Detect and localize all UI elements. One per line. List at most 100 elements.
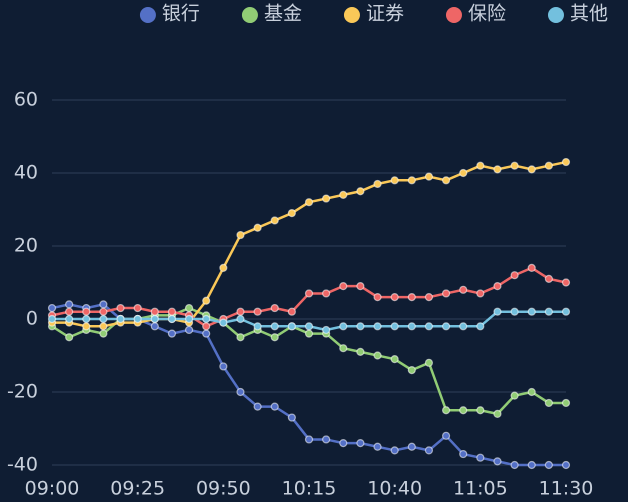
point	[304, 289, 314, 298]
point	[544, 161, 553, 170]
series-line	[52, 160, 567, 328]
point	[287, 307, 296, 316]
point	[202, 314, 211, 324]
point	[47, 314, 57, 324]
point	[99, 322, 108, 331]
point	[476, 161, 485, 170]
point	[339, 344, 348, 353]
point	[339, 190, 348, 199]
point	[322, 194, 331, 203]
point	[424, 358, 434, 367]
point	[390, 293, 399, 302]
point	[424, 172, 434, 181]
point	[459, 285, 468, 294]
point	[133, 303, 142, 313]
legend-label: 保险	[468, 3, 506, 25]
point	[184, 303, 194, 313]
point	[236, 230, 245, 240]
point	[459, 168, 468, 178]
point	[476, 406, 485, 415]
point	[219, 362, 228, 371]
point	[441, 176, 451, 185]
point	[65, 314, 74, 324]
point	[99, 307, 108, 316]
point	[99, 314, 108, 324]
point	[561, 460, 571, 470]
point	[527, 263, 536, 272]
point	[527, 165, 536, 174]
point	[304, 322, 314, 331]
point	[82, 314, 91, 324]
point	[219, 318, 228, 327]
point	[544, 307, 553, 316]
point	[527, 387, 536, 397]
legend-label: 基金	[264, 3, 302, 25]
point	[493, 409, 502, 418]
legend-icon	[445, 7, 462, 23]
point	[544, 274, 553, 283]
point	[441, 289, 451, 298]
point	[510, 460, 519, 470]
point	[510, 391, 519, 400]
point	[99, 300, 108, 309]
point	[373, 293, 382, 302]
point	[304, 198, 314, 207]
point	[561, 307, 571, 316]
legend-icon	[343, 7, 360, 23]
point	[459, 322, 468, 331]
x-tick-label: 11:05	[453, 478, 508, 500]
point	[287, 322, 296, 331]
y-tick-label: 20	[14, 235, 38, 257]
point	[202, 322, 211, 331]
point	[304, 435, 314, 444]
x-tick-label: 11:30	[539, 478, 594, 500]
point	[373, 442, 382, 451]
point	[407, 293, 416, 302]
point	[339, 439, 348, 448]
point	[441, 431, 451, 440]
y-tick-label: -40	[7, 454, 38, 476]
point	[493, 165, 502, 174]
point	[390, 322, 399, 331]
point	[322, 289, 331, 298]
point	[510, 271, 519, 280]
point	[270, 322, 279, 331]
point	[373, 322, 382, 331]
x-tick-label: 10:15	[282, 478, 337, 500]
point	[236, 314, 245, 324]
point	[424, 446, 434, 455]
legend-label: 其他	[570, 3, 608, 25]
point	[150, 322, 159, 331]
point	[253, 322, 262, 331]
point	[356, 187, 365, 196]
point	[236, 333, 245, 342]
legend-icon	[241, 7, 258, 23]
point	[202, 296, 211, 305]
point	[459, 449, 468, 459]
legend-label: 银行	[162, 3, 200, 25]
y-tick-label: 0	[26, 308, 38, 330]
point	[356, 347, 365, 356]
point	[287, 413, 296, 422]
point	[253, 307, 262, 316]
point	[202, 329, 211, 338]
point	[322, 325, 331, 335]
point	[150, 307, 159, 316]
point	[236, 387, 245, 397]
point	[407, 442, 416, 451]
point	[407, 176, 416, 185]
point	[116, 314, 125, 324]
point	[476, 289, 485, 298]
point	[561, 157, 571, 167]
point	[441, 406, 451, 415]
point	[390, 355, 399, 364]
point	[544, 460, 553, 470]
x-tick-label: 09:50	[196, 478, 251, 500]
point	[390, 176, 399, 185]
point	[287, 209, 296, 218]
legend-label: 证券	[366, 3, 404, 25]
point	[253, 223, 262, 232]
point	[493, 457, 502, 466]
point	[476, 322, 485, 331]
point	[544, 398, 553, 408]
